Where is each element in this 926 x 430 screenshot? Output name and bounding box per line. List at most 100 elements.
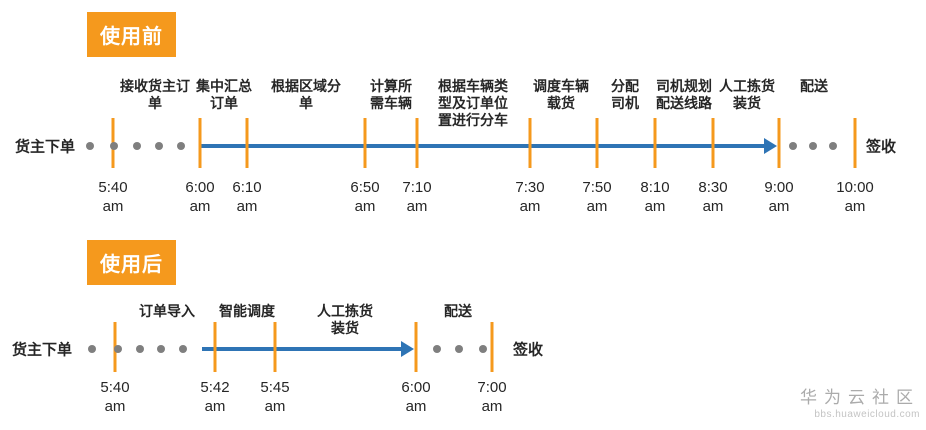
shipper-order-label: 货主下单 [15, 138, 76, 156]
timeline-dot [809, 142, 817, 150]
stage-label: 订单导入 [139, 303, 195, 319]
time-value: 6:00 [185, 179, 215, 196]
time-value: 6:00 [401, 379, 431, 396]
time-label: 6:00 am [401, 378, 430, 416]
time-period: am [768, 198, 790, 215]
time-label: 5:42 am [200, 378, 229, 416]
time-value: 7:00 [477, 379, 507, 396]
timeline-dot [179, 345, 187, 353]
time-period: am [405, 398, 427, 415]
timeline-dot [479, 345, 487, 353]
timeline-dot [114, 345, 122, 353]
time-tick [363, 118, 367, 168]
timeline-dot [155, 142, 163, 150]
timeline-dot [157, 345, 165, 353]
timeline-dot [433, 345, 441, 353]
stage-label: 集中汇总 订单 [196, 78, 252, 111]
timeline-dot [789, 142, 797, 150]
time-tick [853, 118, 857, 168]
time-label: 5:40 am [100, 378, 129, 416]
time-tick [490, 322, 494, 372]
time-tick [777, 118, 781, 168]
sign-receipt-label: 签收 [513, 341, 544, 359]
time-tick [245, 118, 249, 168]
time-value: 5:40 [98, 179, 128, 196]
stage-label: 根据车辆类 型及订单位 置进行分车 [438, 78, 508, 128]
time-period: am [644, 198, 666, 215]
time-label: 6:00 am [185, 178, 214, 216]
time-period: am [586, 198, 608, 215]
timeline-dot [88, 345, 96, 353]
time-value: 6:10 [232, 179, 262, 196]
timeline-dot [133, 142, 141, 150]
time-label: 6:50 am [350, 178, 379, 216]
stage-label: 分配 司机 [611, 78, 639, 111]
watermark-url: bbs.huaweicloud.com [814, 409, 920, 420]
time-label: 10:00 am [836, 178, 874, 216]
time-label: 8:30 am [698, 178, 727, 216]
stage-label: 配送 [444, 303, 472, 319]
stage-label: 司机规划 配送线路 [656, 78, 712, 111]
time-value: 9:00 [764, 179, 794, 196]
time-tick [414, 322, 418, 372]
stage-label: 人工拣货 装货 [317, 303, 373, 336]
time-value: 5:40 [100, 379, 130, 396]
shipper-order-label: 货主下单 [12, 341, 73, 359]
time-value: 5:42 [200, 379, 230, 396]
stage-label: 配送 [800, 78, 828, 94]
time-label: 7:10 am [402, 178, 431, 216]
time-value: 8:10 [640, 179, 670, 196]
time-tick [415, 118, 419, 168]
timeline-line [200, 144, 766, 148]
time-period: am [481, 398, 503, 415]
time-period: am [236, 198, 258, 215]
time-period: am [354, 198, 376, 215]
stage-label: 调度车辆 载货 [533, 78, 589, 111]
time-value: 6:50 [350, 179, 380, 196]
timeline-dot [110, 142, 118, 150]
time-value: 7:10 [402, 179, 432, 196]
time-tick [595, 118, 599, 168]
watermark-title: 华为云社区 [800, 388, 920, 407]
stage-label: 人工拣货 装货 [719, 78, 775, 111]
sign-receipt-label: 签收 [866, 138, 897, 156]
time-tick [653, 118, 657, 168]
timeline-dot [136, 345, 144, 353]
time-period: am [519, 198, 541, 215]
arrowhead-icon [401, 341, 414, 357]
time-value: 7:50 [582, 179, 612, 196]
period-badge: 使用前 [87, 12, 176, 57]
time-label: 5:45 am [260, 378, 289, 416]
time-value: 7:30 [515, 179, 545, 196]
time-tick [528, 118, 532, 168]
time-value: 5:45 [260, 379, 290, 396]
time-tick [711, 118, 715, 168]
time-period: am [104, 398, 126, 415]
time-period: am [189, 198, 211, 215]
period-badge: 使用后 [87, 240, 176, 285]
time-period: am [264, 398, 286, 415]
time-label: 8:10 am [640, 178, 669, 216]
stage-label: 计算所 需车辆 [370, 78, 412, 111]
time-period: am [204, 398, 226, 415]
time-label: 7:00 am [477, 378, 506, 416]
time-period: am [406, 198, 428, 215]
time-tick [213, 322, 217, 372]
timeline-dot [455, 345, 463, 353]
time-label: 5:40 am [98, 178, 127, 216]
timeline-dot [177, 142, 185, 150]
time-label: 7:50 am [582, 178, 611, 216]
time-period: am [102, 198, 124, 215]
time-value: 10:00 [836, 179, 874, 196]
time-tick [198, 118, 202, 168]
stage-label: 智能调度 [219, 303, 275, 319]
time-period: am [844, 198, 866, 215]
time-period: am [702, 198, 724, 215]
time-label: 9:00 am [764, 178, 793, 216]
timeline-dot [829, 142, 837, 150]
stage-label: 根据区域分 单 [271, 78, 341, 111]
arrowhead-icon [764, 138, 777, 154]
timeline-dot [86, 142, 94, 150]
timeline-line [202, 347, 403, 351]
